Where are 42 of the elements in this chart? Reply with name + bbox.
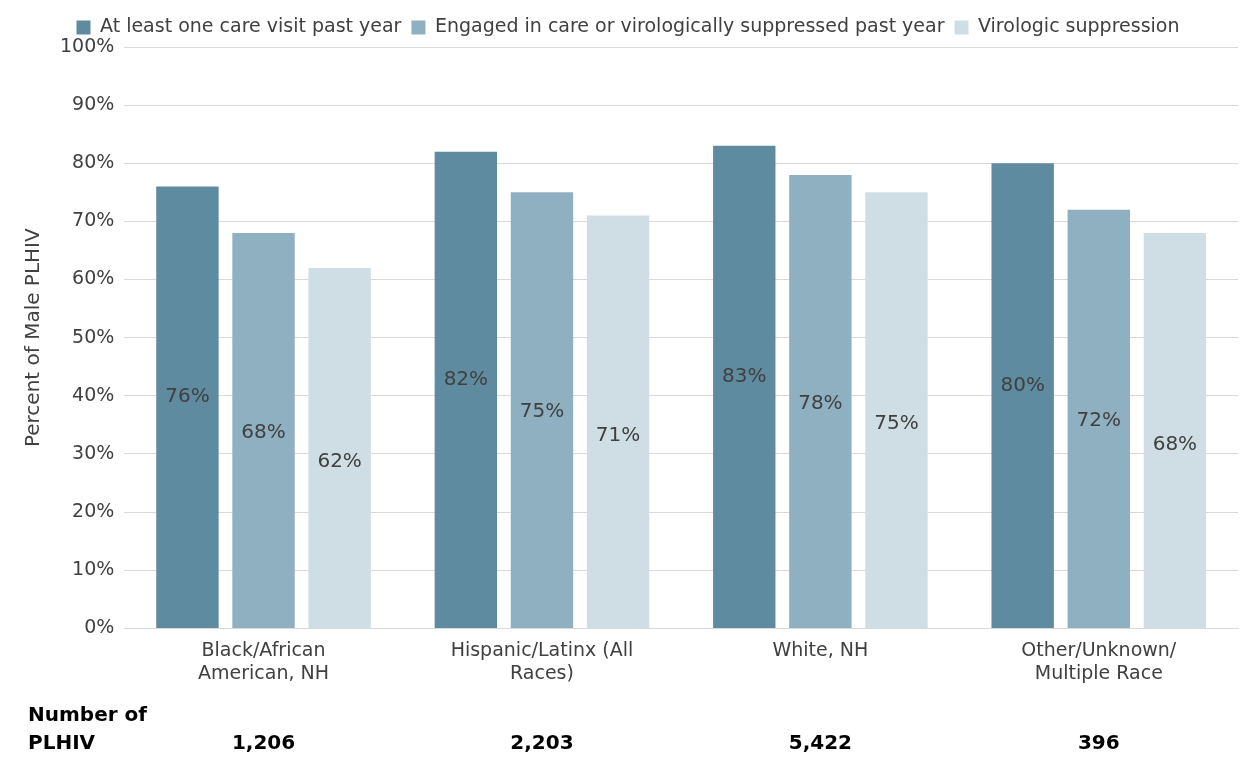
y-tick-label: 60% bbox=[72, 266, 115, 289]
x-tick-label: Black/African American, NH bbox=[198, 637, 330, 683]
x-tick-label: White, NH bbox=[772, 637, 869, 660]
y-tick-label: 40% bbox=[72, 382, 115, 405]
legend-label: Engaged in care or virologically suppressed past year bbox=[434, 14, 945, 37]
y-tick-label: 10% bbox=[72, 557, 115, 580]
data-label: 72% bbox=[1076, 407, 1122, 432]
y-tick-label: 70% bbox=[72, 208, 115, 231]
bar bbox=[991, 163, 1054, 628]
data-label: 78% bbox=[798, 389, 843, 414]
data-label: 82% bbox=[443, 365, 489, 390]
data-label: 80% bbox=[1000, 371, 1045, 396]
data-label: 68% bbox=[241, 418, 286, 443]
bar bbox=[156, 186, 219, 628]
text: 2,203 bbox=[510, 730, 574, 755]
data-label: 75% bbox=[519, 398, 565, 423]
data-label: 83% bbox=[722, 363, 767, 388]
y-tick-label: 80% bbox=[72, 150, 115, 173]
text: 5,422 bbox=[788, 730, 852, 755]
x-tick-label: Hispanic/Latinx (All Races) bbox=[450, 637, 634, 683]
legend-label: Virologic suppression bbox=[978, 14, 1180, 37]
bar bbox=[510, 192, 574, 628]
data-label: 71% bbox=[595, 421, 641, 446]
text: 396 bbox=[1077, 730, 1120, 755]
data-label: 68% bbox=[1152, 430, 1198, 455]
bar bbox=[434, 151, 498, 628]
y-tick-label: 30% bbox=[72, 440, 115, 463]
data-label: 75% bbox=[874, 410, 919, 435]
x-tick-label: Other/Unknown/ Multiple Race bbox=[1021, 637, 1177, 683]
y-tick-label: 0% bbox=[84, 615, 115, 638]
data-label: 62% bbox=[317, 448, 362, 473]
bar bbox=[1067, 209, 1130, 628]
y-tick-label: 90% bbox=[72, 92, 115, 115]
y-axis-title: Percent of Male PLHIV bbox=[20, 227, 45, 448]
text: Number of PLHIV bbox=[28, 702, 148, 755]
y-tick-label: 20% bbox=[72, 499, 115, 522]
bar bbox=[232, 233, 295, 628]
data-label: 76% bbox=[165, 383, 210, 408]
bar bbox=[713, 145, 776, 628]
text: 1,206 bbox=[231, 730, 296, 755]
bar bbox=[789, 174, 852, 628]
y-tick-label: 50% bbox=[72, 324, 115, 347]
